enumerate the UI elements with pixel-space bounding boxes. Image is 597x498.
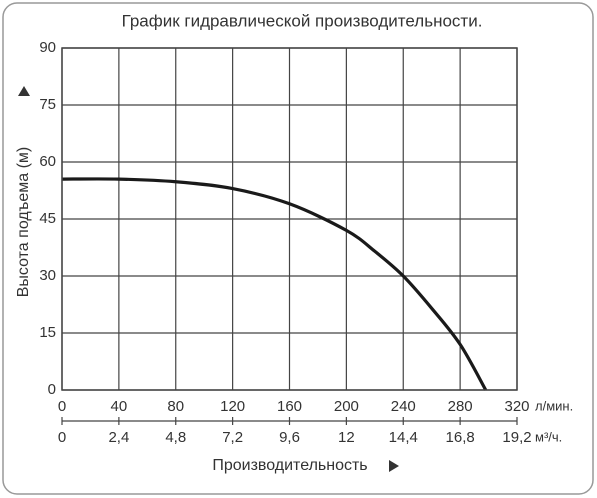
x-tick-label: 280 <box>448 398 473 415</box>
x2-tick-label: 7,2 <box>222 429 243 446</box>
x-tick-label: 200 <box>334 398 359 415</box>
x2-tick-label: 4,8 <box>165 429 186 446</box>
x-axis-label: Производительность <box>212 457 367 474</box>
x-axis-arrow <box>389 460 399 472</box>
y-tick-label: 60 <box>39 153 56 170</box>
x-tick-label: 240 <box>391 398 416 415</box>
x-tick-label: 0 <box>58 398 66 415</box>
x-unit: л/мин. <box>535 398 573 413</box>
x-tick-label: 80 <box>167 398 184 415</box>
y-tick-label: 75 <box>39 96 56 113</box>
x2-tick-label: 9,6 <box>279 429 300 446</box>
y-tick-label: 45 <box>39 210 56 227</box>
x2-unit: м³/ч. <box>535 429 562 444</box>
y-tick-label: 15 <box>39 324 56 341</box>
y-tick-label: 30 <box>39 267 56 284</box>
plot-border <box>61 47 518 391</box>
x2-tick-label: 14,4 <box>389 429 418 446</box>
y-tick-label: 0 <box>48 381 56 398</box>
performance-curve <box>61 177 488 391</box>
x-tick-label: 320 <box>504 398 529 415</box>
x-tick-label: 160 <box>277 398 302 415</box>
x2-tick-label: 2,4 <box>108 429 129 446</box>
chart-title: График гидравлической производительности… <box>122 11 483 30</box>
x-tick-label: 120 <box>220 398 245 415</box>
x2-tick-label: 19,2 <box>502 429 531 446</box>
x2-tick-label: 16,8 <box>446 429 475 446</box>
y-axis-arrow <box>18 86 30 96</box>
x-tick-label: 40 <box>111 398 128 415</box>
x2-tick-label: 0 <box>58 429 66 446</box>
x2-tick-label: 12 <box>338 429 355 446</box>
y-tick-label: 90 <box>39 39 56 56</box>
y-axis-label: Высота подъема (м) <box>15 147 32 297</box>
